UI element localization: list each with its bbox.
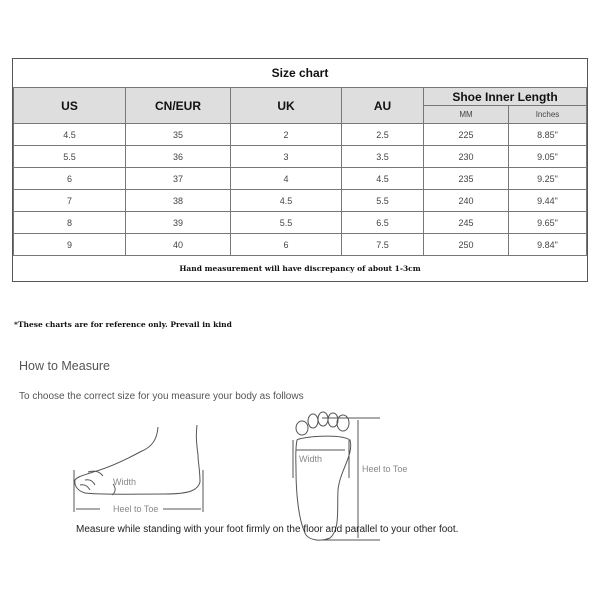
cell-us: 9 bbox=[13, 233, 126, 256]
header-au: AU bbox=[341, 87, 424, 124]
table-footer: Hand measurement will have discrepancy o… bbox=[13, 255, 587, 281]
cell-mm: 250 bbox=[423, 233, 509, 256]
subheader-mm: MM bbox=[423, 105, 509, 124]
sole-length-label: Heel to Toe bbox=[362, 464, 407, 474]
how-to-title: How to Measure bbox=[19, 359, 111, 373]
header-cn-eur: CN/EUR bbox=[125, 87, 231, 124]
reference-note: *These charts are for reference only. Pr… bbox=[14, 320, 232, 329]
cell-cn-eur: 40 bbox=[125, 233, 231, 256]
sole-illustration bbox=[292, 411, 380, 541]
table-row: 4.5 35 2 2.5 225 8.85" bbox=[13, 123, 587, 146]
cell-inches: 9.84" bbox=[508, 233, 587, 256]
header-uk: UK bbox=[230, 87, 342, 124]
side-width-label: Width bbox=[113, 477, 136, 487]
sole-width-label: Width bbox=[299, 454, 322, 464]
side-length-label: Heel to Toe bbox=[113, 504, 158, 514]
table-row: 5.5 36 3 3.5 230 9.05" bbox=[13, 145, 587, 168]
table-row: 8 39 5.5 6.5 245 9.65" bbox=[13, 211, 587, 234]
table-title: Size chart bbox=[13, 59, 587, 88]
table-row: 6 37 4 4.5 235 9.25" bbox=[13, 167, 587, 190]
table-row: 9 40 6 7.5 250 9.84" bbox=[13, 233, 587, 256]
how-to-intro: To choose the correct size for you measu… bbox=[19, 391, 304, 402]
side-foot-illustration bbox=[73, 424, 204, 512]
size-chart-table: Size chart US CN/EUR UK AU Shoe Inner Le… bbox=[12, 58, 588, 282]
measure-instruction: Measure while standing with your foot fi… bbox=[76, 524, 459, 535]
